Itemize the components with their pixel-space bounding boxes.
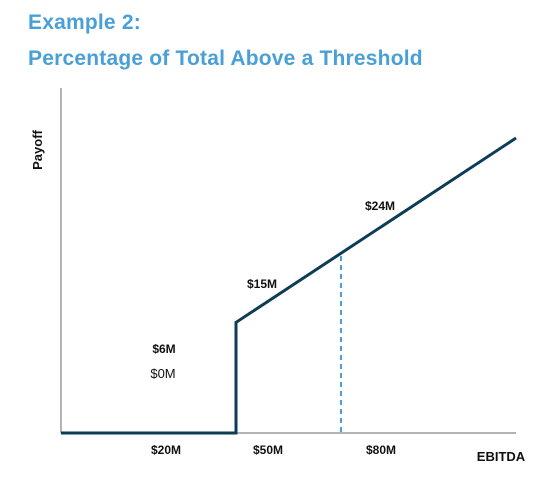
- x-tick-label: $50M: [253, 443, 283, 457]
- x-tick-label: $80M: [366, 443, 396, 457]
- annotation-label: $6M: [152, 342, 175, 356]
- payoff-line: [61, 136, 517, 435]
- y-axis-label: Payoff: [30, 129, 45, 169]
- chart-title-line2: Percentage of Total Above a Threshold: [28, 47, 423, 70]
- annotation-label: $24M: [365, 199, 395, 213]
- chart-title-line1: Example 2:: [28, 11, 141, 34]
- annotation-label: $0M: [150, 366, 175, 381]
- annotation-label: $15M: [247, 277, 277, 291]
- x-tick-label: $20M: [151, 443, 181, 457]
- x-axis-label: EBITDA: [477, 449, 526, 464]
